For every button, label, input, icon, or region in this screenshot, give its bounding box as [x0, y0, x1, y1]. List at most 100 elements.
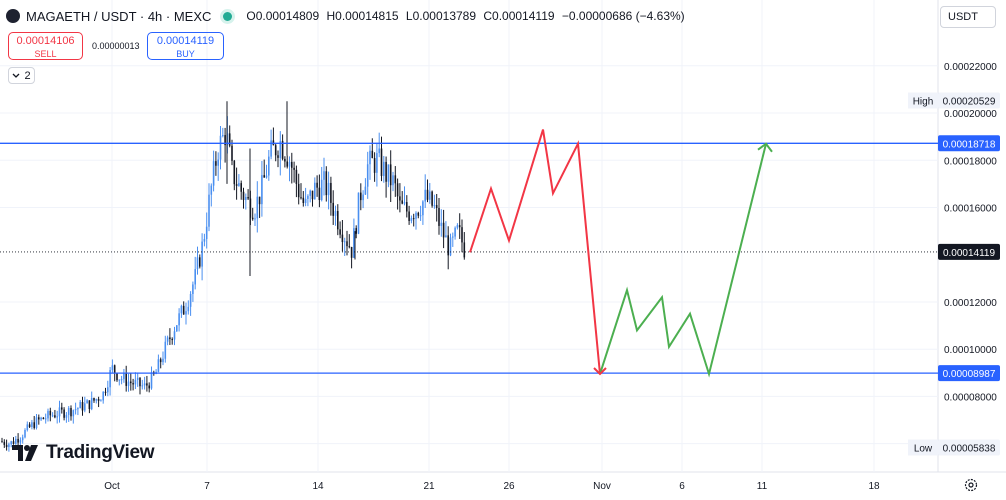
low-label-bg [908, 439, 938, 456]
candle-body [187, 306, 190, 312]
candle-body [337, 211, 339, 230]
candle-body [26, 424, 29, 431]
candle-body [426, 189, 429, 200]
candle-body [77, 408, 79, 410]
candle-body [70, 408, 72, 417]
projection-down-path [469, 129, 601, 375]
candle-body [212, 161, 215, 186]
candle-body [458, 225, 461, 228]
last-price-tag: 0.00014119 [943, 248, 996, 259]
high-label: High [913, 97, 934, 108]
candlestick-series [1, 101, 466, 452]
gear-icon[interactable] [963, 477, 979, 493]
candle-body [387, 164, 390, 182]
candle-body [42, 417, 45, 420]
candle-body [31, 422, 33, 427]
candle-body [8, 444, 10, 448]
candle-body [162, 358, 164, 363]
candle-body [268, 156, 270, 176]
y-tick-label: 0.00010000 [944, 345, 997, 356]
candle-body [166, 337, 169, 342]
symbol-title[interactable]: MAGAETH / USDT · 4h · MEXC [26, 8, 212, 24]
candle-body [401, 200, 403, 204]
chart-header: MAGAETH / USDT · 4h · MEXC O0.00014809 H… [6, 6, 689, 26]
candle-body [143, 383, 146, 386]
candle-body [332, 202, 334, 216]
candle-body [205, 226, 208, 239]
candle-body [49, 410, 52, 416]
sell-button[interactable]: 0.00014106 SELL [8, 32, 83, 60]
x-tick-label: 21 [423, 481, 435, 492]
candle-body [219, 135, 222, 160]
candle-body [120, 379, 123, 381]
candle-body [173, 331, 176, 340]
candle-body [339, 229, 341, 235]
candle-body [424, 189, 426, 202]
y-tick-label: 0.00018000 [944, 156, 997, 167]
candle-body [323, 171, 325, 180]
candle-body [385, 161, 387, 182]
candle-body [79, 402, 81, 409]
candle-body [314, 182, 316, 200]
candle-body [150, 372, 153, 389]
candle-body [433, 205, 436, 207]
symbol-logo-icon [6, 9, 20, 23]
candle-body [449, 237, 452, 256]
candle-body [35, 417, 38, 428]
candle-body [242, 191, 245, 201]
x-tick-label: 7 [204, 481, 210, 492]
candle-body [440, 222, 443, 226]
candle-body [378, 148, 380, 154]
open-value: 0.00014809 [255, 9, 320, 23]
candle-body [54, 415, 56, 418]
candle-body [392, 175, 394, 186]
chevron-down-icon [12, 73, 20, 78]
candle-body [86, 400, 88, 404]
projection-paths[interactable] [469, 129, 773, 378]
lower-line-price-tag: 0.00008987 [943, 369, 996, 380]
indicators-toggle[interactable]: 2 [8, 67, 35, 84]
time-axis[interactable]: Oct 7 14 21 26 Nov 6 11 18 [104, 481, 880, 492]
candle-body [113, 365, 116, 374]
candle-body [51, 415, 54, 417]
candle-body [72, 410, 75, 417]
candle-body [95, 399, 98, 401]
candle-body [127, 381, 130, 386]
candle-body [431, 191, 433, 206]
candle-body [362, 194, 364, 201]
candle-body [123, 373, 125, 380]
price-axis[interactable]: 0.00022000 0.00020000 0.00018000 0.00016000… [908, 62, 1000, 456]
lower-line-price-tag-bg [938, 365, 1000, 382]
market-status-icon [223, 11, 233, 21]
high-price-tag: 0.00020529 [943, 97, 996, 108]
candle-body [380, 148, 383, 176]
candle-body [256, 196, 259, 219]
candle-body [422, 201, 424, 216]
currency-selector[interactable]: USDT [940, 6, 996, 28]
candle-body [383, 161, 385, 176]
candle-body [139, 377, 141, 387]
horizontal-lines[interactable] [0, 142, 938, 374]
candle-body [263, 175, 265, 178]
candle-body [134, 379, 137, 385]
candle-body [288, 161, 291, 167]
candle-body [399, 196, 401, 201]
high-value: 0.00014815 [335, 9, 399, 23]
tradingview-logo-icon [12, 445, 38, 461]
x-tick-label: 18 [868, 481, 880, 492]
candle-body [463, 242, 466, 258]
candle-body [240, 183, 242, 192]
candle-body [185, 311, 187, 315]
candle-body [353, 228, 355, 258]
candle-body [15, 438, 17, 444]
candle-body [238, 183, 240, 186]
brand-name: TradingView [46, 442, 155, 463]
indicators-count: 2 [24, 69, 31, 82]
candle-body [19, 440, 22, 443]
candle-body [215, 161, 217, 166]
candle-body [194, 269, 196, 285]
buy-button[interactable]: 0.00014119 BUY [147, 32, 224, 60]
candle-body [346, 241, 348, 247]
candle-body [435, 205, 438, 208]
